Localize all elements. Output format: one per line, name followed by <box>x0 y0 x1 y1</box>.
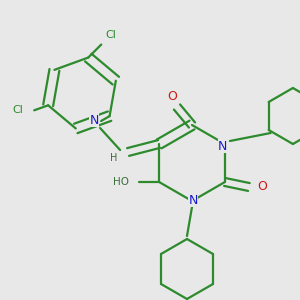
Text: O: O <box>167 91 177 103</box>
Text: N: N <box>218 140 228 152</box>
Text: O: O <box>257 181 267 194</box>
Text: N: N <box>188 194 198 206</box>
Text: Cl: Cl <box>13 105 24 115</box>
Text: HO: HO <box>113 177 129 187</box>
Text: H: H <box>110 153 118 163</box>
Text: Cl: Cl <box>106 29 117 40</box>
Text: N: N <box>89 113 99 127</box>
